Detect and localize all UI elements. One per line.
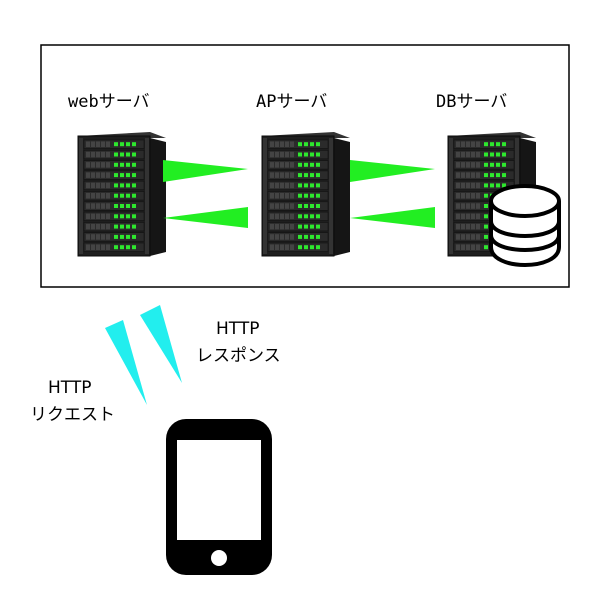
db-to-ap-arrow (350, 207, 435, 228)
http-request-arrow (105, 320, 147, 405)
ap-to-web-arrow (163, 207, 248, 228)
web-server-icon (77, 132, 166, 257)
http-request-label-line1: HTTP (48, 378, 92, 398)
ap-to-db-arrow (350, 160, 435, 182)
http-response-arrow (140, 305, 182, 383)
database-icon (489, 184, 561, 267)
smartphone-icon (166, 419, 272, 575)
http-response-label-line2: レスポンス (196, 346, 281, 366)
http-response-label-line1: HTTP (216, 319, 260, 339)
web-to-ap-arrow (163, 160, 248, 182)
db-server-label: DBサーバ (436, 92, 507, 112)
http-request-label-line2: リクエスト (30, 405, 115, 425)
web-server-label: webサーバ (68, 92, 150, 112)
ap-server-label: APサーバ (256, 92, 327, 112)
ap-server-icon (261, 132, 350, 257)
